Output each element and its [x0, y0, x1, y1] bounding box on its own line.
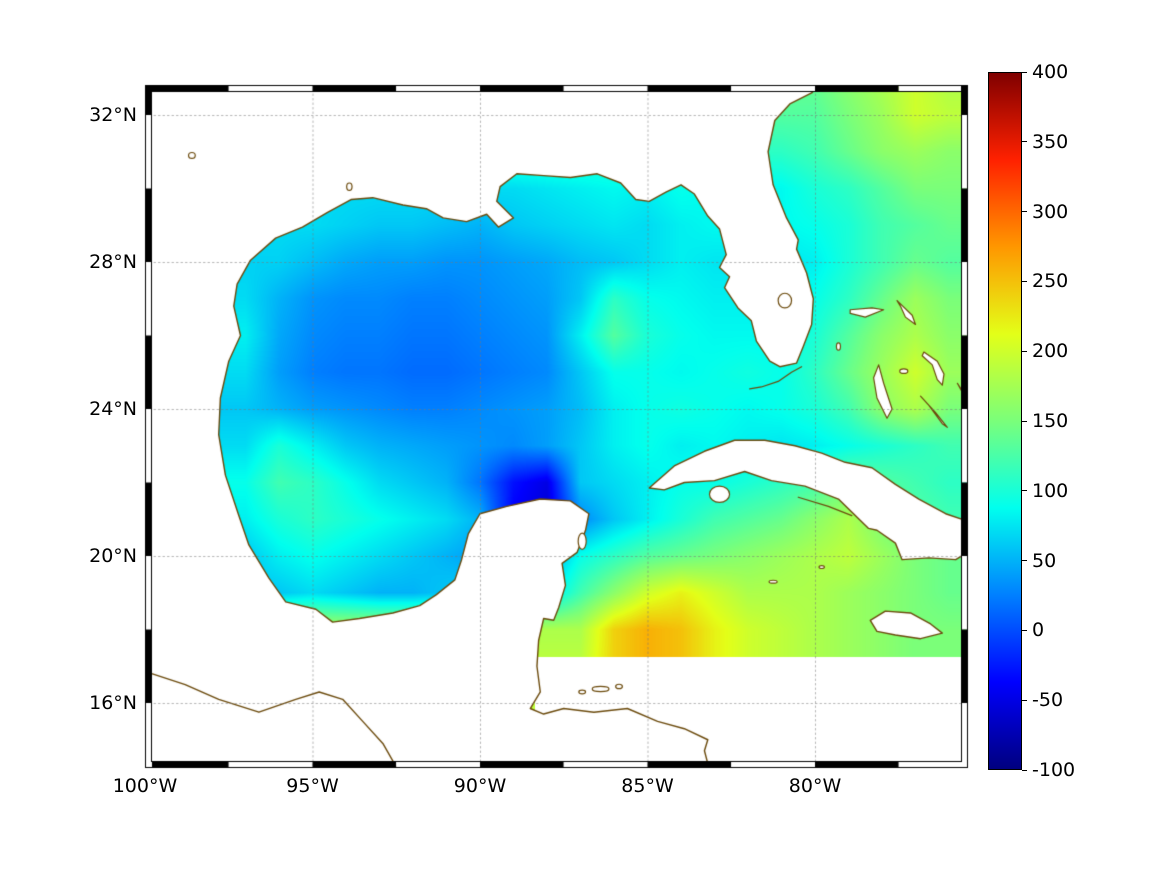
colorbar-tick-mark	[1022, 280, 1027, 282]
x-tick-label: 90°W	[453, 775, 507, 797]
colorbar-tick-mark	[1022, 769, 1027, 771]
colorbar-tick-mark	[1022, 141, 1027, 143]
colorbar-tick-label: 100	[1032, 479, 1069, 502]
colorbar	[988, 72, 1022, 770]
colorbar-tick-mark	[1022, 560, 1027, 562]
colorbar-tick-label: 400	[1032, 61, 1069, 83]
colorbar-tick-mark	[1022, 699, 1027, 701]
y-tick-label: 24°N	[89, 398, 137, 420]
colorbar-tick-label: 150	[1032, 410, 1069, 432]
colorbar-tick-label: 200	[1032, 340, 1069, 363]
x-tick-label: 95°W	[286, 775, 339, 797]
colorbar-tick-label: 250	[1032, 270, 1069, 293]
colorbar-tick-mark	[1022, 629, 1027, 631]
x-tick-label: 80°W	[788, 775, 842, 797]
colorbar-tick-mark	[1022, 71, 1027, 73]
colorbar-gradient	[989, 73, 1021, 769]
colorbar-tick-label: 0	[1032, 619, 1045, 642]
x-tick-label: 100°W	[112, 775, 178, 797]
y-tick-label: 20°N	[89, 545, 137, 567]
y-tick-label: 16°N	[89, 692, 137, 714]
colorbar-tick-mark	[1022, 490, 1027, 492]
colorbar-tick-label: 300	[1032, 200, 1069, 223]
colorbar-tick-mark	[1022, 420, 1027, 422]
colorbar-tick-label: -50	[1032, 689, 1064, 712]
y-tick-label: 32°N	[89, 104, 137, 126]
x-tick-label: 85°W	[621, 775, 674, 797]
y-tick-label: 28°N	[89, 251, 137, 273]
colorbar-tick-label: 350	[1032, 130, 1069, 153]
colorbar-tick-mark	[1022, 211, 1027, 213]
colorbar-tick-mark	[1022, 350, 1027, 352]
colorbar-tick-label: -100	[1032, 759, 1076, 781]
colorbar-tick-label: 50	[1032, 549, 1057, 572]
